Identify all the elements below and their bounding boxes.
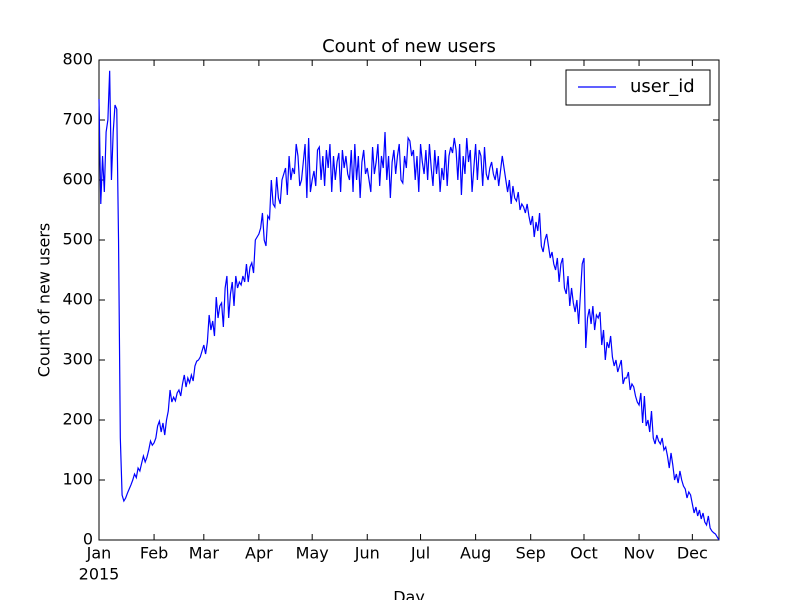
y-tick-label: 700 (62, 110, 93, 129)
x-tick-label: Jun (354, 544, 380, 563)
y-tick-label: 100 (62, 470, 93, 489)
x-tick-label: Aug (460, 544, 491, 563)
x-tick-label: Apr (245, 544, 273, 563)
x-tick-label: Nov (623, 544, 654, 563)
x-tick-label: Dec (677, 544, 708, 563)
y-axis-label: Count of new users (35, 223, 54, 378)
y-tick-label: 200 (62, 410, 93, 429)
x-tick-label: Sep (516, 544, 546, 563)
x-tick-label: Feb (140, 544, 168, 563)
plot-frame (98, 59, 720, 541)
year-label: 2015 (79, 565, 120, 584)
y-tick-label: 800 (62, 50, 93, 69)
x-axis-label: Day (393, 588, 425, 600)
y-tick-label: 600 (62, 170, 93, 189)
chart-title: Count of new users (322, 36, 496, 57)
y-tick-label: 300 (62, 350, 93, 369)
x-tick-label: Jul (410, 544, 430, 563)
x-tick-label: Oct (570, 544, 598, 563)
y-tick-label: 0 (83, 530, 93, 549)
x-tick-label: May (296, 544, 329, 563)
x-tick-label: Mar (189, 544, 220, 563)
data-line (98, 70, 720, 541)
y-tick-label: 400 (62, 290, 93, 309)
y-tick-label: 500 (62, 230, 93, 249)
legend-label: user_id (630, 76, 695, 97)
x-tick-label: Jan (86, 544, 112, 563)
